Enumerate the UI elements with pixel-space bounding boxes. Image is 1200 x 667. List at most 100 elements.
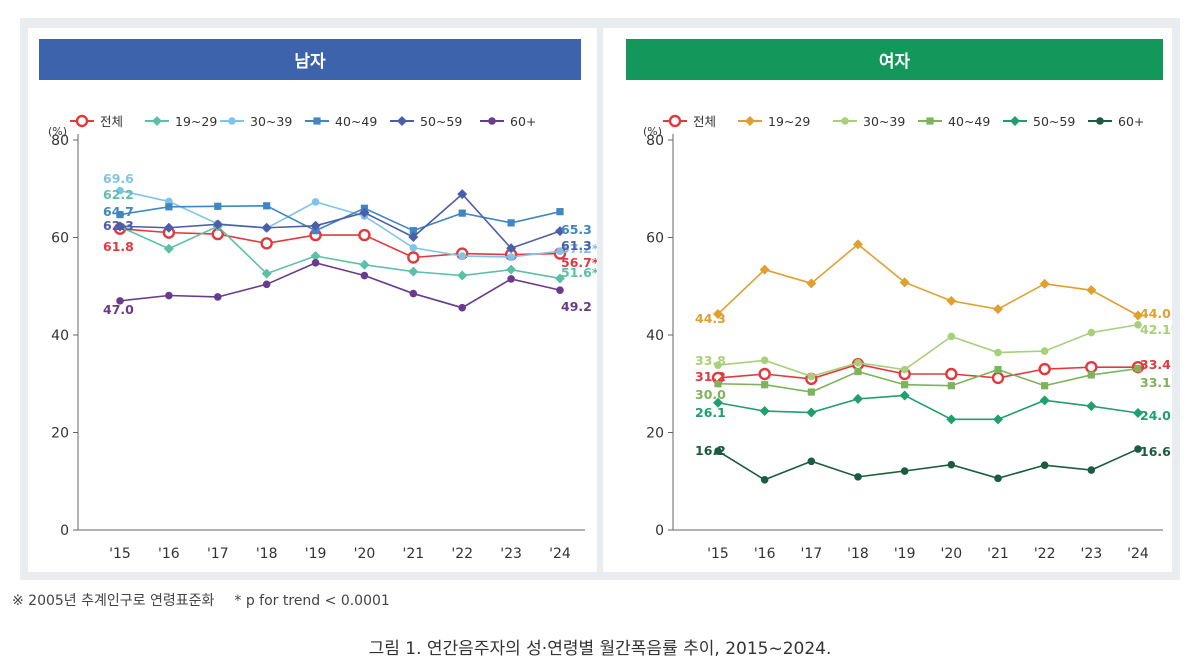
footnote-standardization: ※ 2005년 추계인구로 연령표준화 [12,593,215,609]
x-tick-label: '23 [1080,546,1102,562]
data-point [358,228,371,242]
data-point [854,367,862,376]
x-tick-label: '18 [256,546,278,562]
legend-marker [1096,117,1104,125]
series-40-49 [714,365,1142,396]
series-line [717,243,1139,317]
end-value-label: 16.6 [1140,444,1171,459]
data-point [947,332,956,341]
start-value-label: 16.2 [695,443,726,458]
data-point [165,203,173,211]
data-point [1039,278,1050,289]
legend-label: 60+ [510,114,536,129]
data-point [409,243,418,252]
data-point [116,297,124,305]
data-point [945,367,958,381]
legend-item-40-49: 40~49 [918,114,990,129]
series-30-39 [116,186,564,261]
women-panel: 여자 0 20 40 60 80 (%) '15 '16 '17 '18 '19 '20 '21 '22 '… [603,28,1172,572]
data-point [946,295,957,306]
data-point [1134,320,1142,329]
series-19-29 [115,221,565,284]
start-value-label: 30.0 [695,387,726,402]
legend-item-60plus: 60+ [1088,114,1144,129]
data-point [556,208,564,216]
data-point [1086,401,1097,412]
end-value-label: 51.6* [561,265,597,280]
x-tick-label: '16 [754,546,776,562]
start-value-label: 69.6 [103,171,134,186]
data-point [214,202,222,210]
y-tick-label: 0 [655,523,664,539]
y-tick-label: 80 [51,133,69,149]
data-point [263,202,271,210]
data-point [457,270,468,281]
data-point [1087,371,1095,379]
data-point [853,393,863,404]
legend-label: 30~39 [863,114,905,129]
data-point [310,220,321,231]
data-point [758,367,771,381]
legend-item-all: 전체 [70,114,123,129]
legend-item-50-59: 50~59 [1003,114,1075,129]
legend-marker [75,114,89,128]
end-value-label: 33.4 [1140,357,1171,372]
data-point [994,348,1002,357]
y-axis-unit-label: (%) [48,125,67,138]
legend-label: 19~29 [768,114,810,129]
y-tick-label: 80 [646,133,664,149]
data-point [556,286,564,294]
data-point [261,222,272,233]
legend-item-40-49: 40~49 [305,114,377,129]
women-panel-header: 여자 [626,39,1163,80]
data-point [457,189,468,200]
data-point [761,381,769,389]
legend-marker [397,116,407,126]
data-point [163,243,174,254]
legend-marker [313,117,321,125]
data-point [1134,445,1142,453]
data-point [408,266,419,277]
data-point [115,221,125,232]
x-tick-label: '15 [109,546,131,562]
end-value-label: 49.2 [561,299,592,314]
x-tick-label: '21 [402,546,424,562]
x-tick-label: '21 [987,546,1009,562]
data-point [507,253,515,261]
data-point [458,252,467,260]
data-point [262,280,271,289]
series-line [717,323,1139,378]
x-tick-label: '19 [305,546,327,562]
y-tick-label: 0 [60,523,69,539]
x-tick-label: '18 [847,546,869,562]
data-point [409,289,418,298]
data-point [993,414,1003,425]
data-point [1041,382,1049,390]
legend-marker [152,116,162,126]
data-point [260,237,273,250]
end-value-label: 44.0 [1140,306,1171,321]
legend-item-30-39: 30~39 [220,114,292,129]
data-point [900,467,909,475]
series-50-59 [115,189,565,254]
data-point [1038,362,1051,376]
men-panel: 남자 0 20 40 60 80 (%) '15 '16 '17 '18 '19 '20 '21 '22 '… [28,28,597,572]
data-point [507,275,515,283]
legend-label: 전체 [100,114,123,129]
legend-item-19-29: 19~29 [145,114,217,129]
data-point [1086,285,1097,296]
series-line [119,227,561,259]
legend-label: 전체 [693,114,716,129]
data-point [310,251,321,262]
figure-caption: 그림 1. 연간음주자의 성·연령별 월간폭음률 추이, 2015~2024. [368,639,832,659]
data-point [408,232,419,243]
series-all [711,358,1145,386]
data-point [359,259,370,270]
data-point [713,397,723,408]
data-point [1039,395,1050,406]
data-point [760,475,769,484]
series-line [717,448,1139,481]
legend-item-50-59: 50~59 [390,114,462,129]
data-point [506,243,517,254]
data-point [713,309,723,320]
